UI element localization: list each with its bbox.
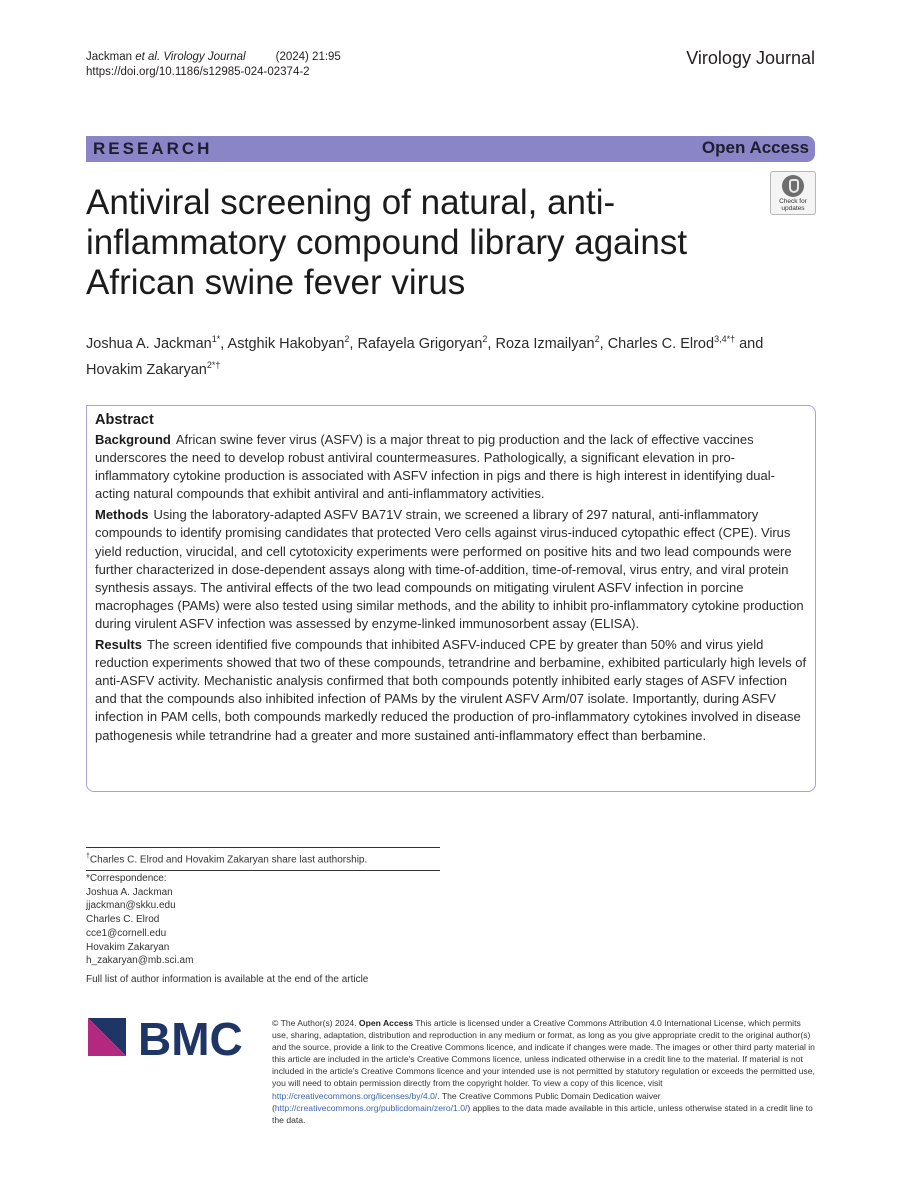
author-affiliation: 2 [344,334,350,344]
background-label: Background [95,432,171,447]
abstract-results: Results The screen identified five compou… [95,636,807,745]
correspondence-name: Hovakim Zakaryan [86,941,170,953]
author-separator: , [349,335,358,352]
correspondence-email[interactable]: h_zakaryan@mb.sci.am [86,955,194,967]
copyright-text: © The Author(s) 2024. [272,1018,359,1028]
license-text-part1: This article is licensed under a Creativ… [272,1018,815,1089]
correspondence-block: *Correspondence: Joshua A. Jackman jjack… [86,872,193,968]
journal-name: Virology Journal [686,48,815,68]
open-access-label: Open Access [701,138,809,157]
citation-authors: Jackman [86,51,136,63]
bookmark-icon [782,175,804,197]
author-affiliation: 2 [482,334,488,344]
footnote-divider-bottom [86,870,440,871]
article-type-banner: RESEARCH Open Access [86,136,815,162]
full-list-note: Full list of author information is avail… [86,974,369,985]
cc-by-license-link[interactable]: http://creativecommons.org/licenses/by/4… [272,1090,438,1101]
logo-shape-magenta [88,1018,126,1056]
author-separator: , [487,335,496,352]
dagger-mark: † [86,853,90,860]
abstract-background: Background African swine fever virus (ASF… [95,431,807,503]
methods-label: Methods [95,507,149,523]
logo-text: BMC [138,1014,243,1060]
article-title: Antiviral screening of natural, anti-inf… [86,183,688,302]
footnote-divider-top [86,847,440,848]
check-for-updates-button[interactable]: Check for updates [770,171,816,215]
correspondence-email[interactable]: jjackman@skku.edu [86,900,176,912]
author-affiliation: 2 [594,334,600,344]
license-statement: © The Author(s) 2024. Open Access This a… [272,1017,815,1126]
author-affiliation: 1* [211,334,221,344]
correspondence-name: Joshua A. Jackman [86,886,173,898]
abstract-box: Abstract Background African swine fever v… [86,405,816,792]
correspondence-email[interactable]: cce1@cornell.edu [86,927,167,939]
author-name: Roza Izmailyan [495,335,595,352]
author-name: Joshua A. Jackman [86,335,212,352]
background-text: African swine fever virus (ASFV) is a ma… [95,432,775,502]
correspondence-label: *Correspondence: [86,873,167,884]
citation-header: Jackman et al. Virology Journal (2024) 21… [86,50,341,80]
author-name: Hovakim Zakaryan [86,361,207,378]
methods-text: Using the laboratory-adapted ASFV BA71V … [95,507,804,631]
citation-line: Jackman et al. Virology Journal (2024) 21… [86,50,341,65]
author-separator: , [599,335,608,352]
results-text: The screen identified five compounds tha… [95,637,807,743]
research-label: RESEARCH [93,139,213,158]
footnote-text: Charles C. Elrod and Hovakim Zakaryan sh… [89,854,368,866]
author-name: Charles C. Elrod [607,335,715,352]
check-updates-line1: Check for [779,198,807,205]
license-text-part3: ) applies to the data made available in … [272,1102,813,1125]
author-name: Astghik Hakobyan [227,335,345,352]
citation-year-volume: (2024) 21:95 [275,51,341,63]
doi-link[interactable]: https://doi.org/10.1186/s12985-024-02374… [86,66,310,78]
license-text-part2: . The Creative Commons Public Domain Ded… [272,1090,661,1113]
author-and: and [735,335,764,352]
correspondence-name: Charles C. Elrod [86,914,160,926]
check-updates-line2: updates [781,205,805,212]
author-list: Joshua A. Jackman1*, Astghik Hakobyan2, … [86,329,806,381]
author-separator: , [220,335,228,352]
abstract-heading: Abstract [95,412,154,428]
results-label: Results [95,637,142,653]
author-affiliation: 3,4*† [714,334,736,344]
shared-authorship-footnote: †Charles C. Elrod and Hovakim Zakaryan s… [86,850,367,867]
abstract-methods: Methods Using the laboratory-adapted ASFV… [95,506,807,633]
citation-journal: et al. Virology Journal [135,51,246,63]
author-name: Rafayela Grigoryan [357,335,483,352]
author-affiliation: 2*† [206,359,221,370]
license-open-access-label: Open Access [358,1018,414,1028]
cc-zero-waiver-link[interactable]: http://creativecommons.org/publicdomain/… [274,1102,468,1113]
bmc-logo: BMC [86,1013,254,1065]
